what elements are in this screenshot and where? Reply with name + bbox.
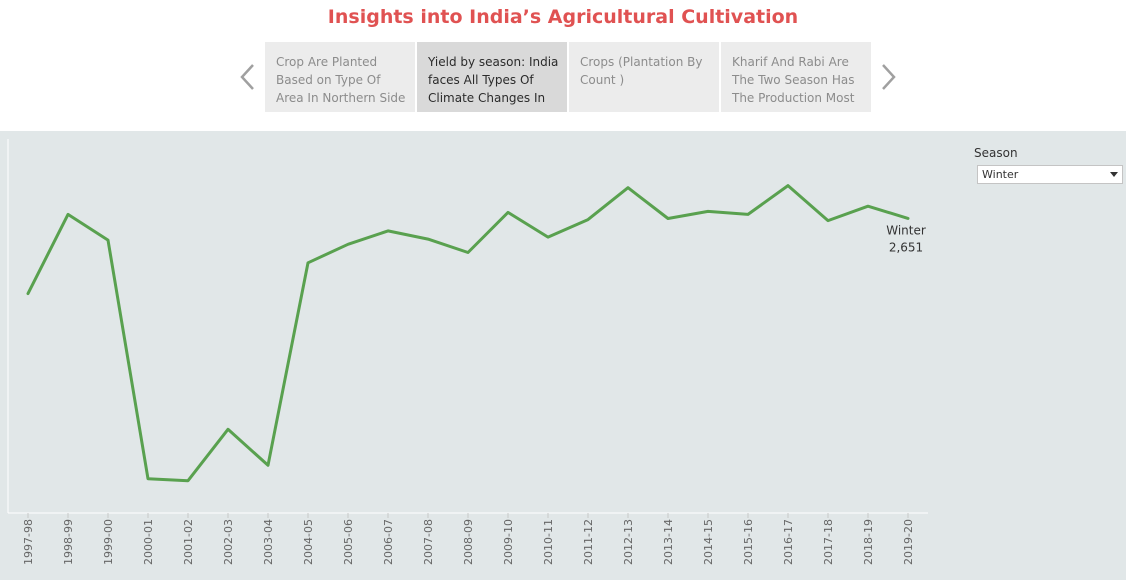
x-tick-label: 1998-99 bbox=[62, 519, 75, 565]
previous-story-point-button[interactable] bbox=[233, 58, 263, 96]
x-tick-label: 2015-16 bbox=[742, 519, 755, 565]
end-label-series-name: Winter bbox=[886, 223, 926, 237]
chevron-left-icon bbox=[240, 64, 254, 90]
story-point-label: Kharif And Rabi Are The Two Season Has T… bbox=[732, 55, 855, 105]
story-point-3[interactable]: Crops (Plantation By Count ) bbox=[569, 42, 719, 112]
story-point-4[interactable]: Kharif And Rabi Are The Two Season Has T… bbox=[721, 42, 871, 112]
x-tick-label: 2006-07 bbox=[382, 519, 395, 565]
story-point-navigator: Crop Are Planted Based on Type Of Area I… bbox=[265, 42, 871, 112]
x-tick-label: 2007-08 bbox=[422, 519, 435, 565]
season-filter-dropdown[interactable]: Winter bbox=[977, 165, 1123, 184]
x-tick-label: 2009-10 bbox=[502, 519, 515, 565]
x-tick-label: 2001-02 bbox=[182, 519, 195, 565]
story-point-2[interactable]: Yield by season: India faces All Types O… bbox=[417, 42, 567, 112]
next-story-point-button[interactable] bbox=[873, 58, 903, 96]
x-tick-label: 2011-12 bbox=[582, 519, 595, 565]
story-point-1[interactable]: Crop Are Planted Based on Type Of Area I… bbox=[265, 42, 415, 112]
x-tick-label: 2018-19 bbox=[862, 519, 875, 565]
chevron-right-icon bbox=[882, 64, 896, 90]
x-tick-label: 2012-13 bbox=[622, 519, 635, 565]
x-tick-label: 2014-15 bbox=[702, 519, 715, 565]
x-tick-label: 2019-20 bbox=[902, 519, 915, 565]
x-tick-label: 2017-18 bbox=[822, 519, 835, 565]
x-tick-label: 2005-06 bbox=[342, 519, 355, 565]
end-label-value: 2,651 bbox=[889, 240, 923, 254]
x-tick-label: 2008-09 bbox=[462, 519, 475, 565]
x-tick-label: 1999-00 bbox=[102, 519, 115, 565]
x-tick-label: 2013-14 bbox=[662, 519, 675, 565]
x-tick-label: 2010-11 bbox=[542, 519, 555, 565]
x-tick-label: 2000-01 bbox=[142, 519, 155, 565]
series-line-winter bbox=[26, 184, 910, 483]
x-tick-label: 2002-03 bbox=[222, 519, 235, 565]
x-tick-label: 2003-04 bbox=[262, 519, 275, 565]
yield-line-chart: 1997-98 1998-99 1999-00 2000-01 2001-02 2002-… bbox=[7, 139, 928, 565]
season-filter-label: Season bbox=[974, 146, 1018, 160]
dropdown-caret-icon bbox=[1110, 172, 1118, 177]
story-point-label: Crop Are Planted Based on Type Of Area I… bbox=[276, 55, 406, 105]
story-title: Insights into India’s Agricultural Culti… bbox=[327, 6, 799, 28]
story-point-label: Crops (Plantation By Count ) bbox=[580, 55, 703, 87]
x-tick-label: 2004-05 bbox=[302, 519, 315, 565]
season-filter-value: Winter bbox=[982, 168, 1019, 181]
story-point-label: Yield by season: India faces All Types O… bbox=[428, 55, 559, 105]
dashboard-content: 1997-98 1998-99 1999-00 2000-01 2001-02 2002-… bbox=[0, 131, 1126, 580]
x-tick-label: 2016-17 bbox=[782, 519, 795, 565]
x-tick-label: 1997-98 bbox=[22, 519, 35, 565]
